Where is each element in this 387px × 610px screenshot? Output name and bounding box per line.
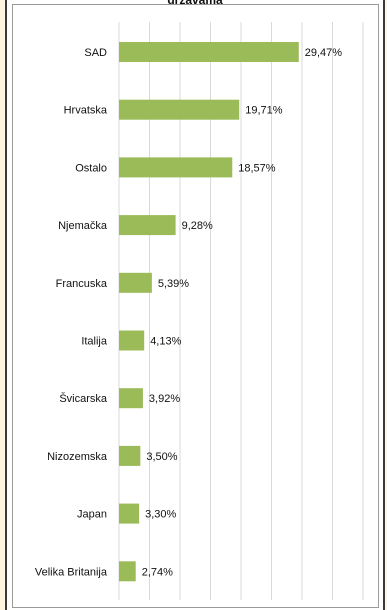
data-label: 3,50% xyxy=(146,451,177,463)
data-label: 5,39% xyxy=(158,278,189,290)
category-label: Francuska xyxy=(56,278,108,290)
category-label: Njemačka xyxy=(58,220,108,232)
category-label: Nizozemska xyxy=(47,451,108,463)
data-label: 3,30% xyxy=(145,509,176,521)
left-border xyxy=(0,0,7,610)
bar xyxy=(119,272,152,293)
category-label: Velika Britanija xyxy=(35,566,108,578)
category-label: SAD xyxy=(84,47,107,59)
bar xyxy=(119,42,299,62)
category-label: Italija xyxy=(81,336,108,348)
data-label: 3,92% xyxy=(149,393,180,405)
data-label: 9,28% xyxy=(182,220,213,232)
bar xyxy=(119,503,140,524)
bar xyxy=(119,157,233,178)
bar xyxy=(119,99,240,120)
category-label: Švicarska xyxy=(59,392,108,405)
category-label: Hrvatska xyxy=(64,105,108,117)
bar xyxy=(119,330,145,351)
category-label: Ostalo xyxy=(75,162,107,174)
data-label: 29,47% xyxy=(305,47,343,59)
chart-title: državama xyxy=(167,0,223,7)
category-label: Japan xyxy=(77,509,107,521)
data-label: 4,13% xyxy=(150,336,181,348)
right-border xyxy=(383,0,387,610)
data-label: 2,74% xyxy=(142,566,173,578)
bar xyxy=(119,388,143,409)
data-label: 18,57% xyxy=(238,162,276,174)
bar xyxy=(119,445,141,466)
bar xyxy=(119,561,136,582)
data-label: 19,71% xyxy=(245,105,283,117)
bar xyxy=(119,215,176,236)
